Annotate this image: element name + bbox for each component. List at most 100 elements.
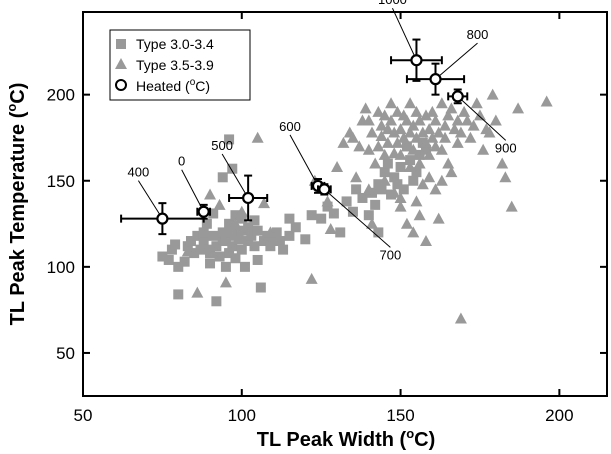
point-type-3-0-3-4 [379,167,390,178]
point-type-3-5-3-9 [337,136,350,148]
point-type-3-0-3-4 [341,196,352,207]
point-type-3-5-3-9 [416,178,429,190]
point-type-3-0-3-4 [236,213,247,224]
heated-temperature-label: 900 [495,140,517,155]
point-type-3-5-3-9 [435,174,448,186]
point-type-3-5-3-9 [404,160,417,172]
x-tick-label: 100 [228,406,256,425]
point-type-3-5-3-9 [435,97,448,109]
point-type-3-5-3-9 [191,286,204,298]
heated-temperature-label: 400 [128,165,150,180]
point-type-3-0-3-4 [382,158,393,169]
point-type-3-5-3-9 [410,131,423,143]
point-type-3-5-3-9 [423,123,436,135]
x-tick-label: 50 [74,406,93,425]
point-type-3-0-3-4 [243,222,254,233]
point-type-3-0-3-4 [335,227,346,238]
point-type-3-5-3-9 [391,105,404,117]
y-tick-label: 50 [56,344,75,363]
point-type-3-5-3-9 [404,126,417,138]
point-heated [197,205,210,218]
point-type-3-0-3-4 [214,251,225,262]
point-type-3-5-3-9 [540,95,553,107]
point-type-3-0-3-4 [227,163,238,174]
legend-box [109,29,251,101]
point-type-3-5-3-9 [435,143,448,155]
point-type-3-5-3-9 [258,197,271,209]
point-type-3-0-3-4 [192,230,203,241]
point-type-3-0-3-4 [217,227,228,238]
point-type-3-5-3-9 [439,131,452,143]
point-type-3-5-3-9 [346,131,359,143]
point-type-3-5-3-9 [264,226,277,238]
point-type-3-5-3-9 [423,171,436,183]
heated-temperature-label: 600 [279,119,301,134]
point-heated [429,73,442,86]
point-type-3-5-3-9 [467,119,480,131]
point-type-3-5-3-9 [512,102,525,114]
y-tick-label: 150 [47,172,75,191]
point-type-3-5-3-9 [400,140,413,152]
point-type-3-0-3-4 [373,179,384,190]
legend-triangle-marker [115,58,127,69]
point-type-3-5-3-9 [407,226,420,238]
y-tick-label: 200 [47,86,75,105]
point-type-3-0-3-4 [224,248,235,259]
point-type-3-0-3-4 [249,215,260,226]
point-type-3-0-3-4 [163,254,174,265]
point-type-3-0-3-4 [220,261,231,272]
point-type-3-5-3-9 [404,97,417,109]
point-type-3-5-3-9 [388,186,401,198]
point-type-3-0-3-4 [284,213,295,224]
point-type-3-5-3-9 [181,245,194,257]
point-type-3-0-3-4 [274,236,285,247]
heated-temperature-label: 0 [178,154,185,169]
point-type-3-0-3-4 [198,236,209,247]
point-type-3-0-3-4 [173,261,184,272]
x-axis-title: TL Peak Width (oC) [257,426,436,451]
axis-ticks: 50 100 150 200 50 100 150 200 [47,12,607,425]
point-type-3-5-3-9 [391,136,404,148]
point-type-3-5-3-9 [369,157,382,169]
point-type-3-5-3-9 [429,114,442,126]
heated-leader-line [435,42,478,80]
point-type-3-5-3-9 [416,126,429,138]
point-type-3-0-3-4 [185,236,196,247]
point-type-3-5-3-9 [432,126,445,138]
legend-circle-marker [115,79,127,91]
point-type-3-5-3-9 [388,126,401,138]
point-type-3-5-3-9 [410,195,423,207]
x-tick-label: 200 [545,406,573,425]
point-type-3-0-3-4 [208,208,219,219]
point-type-3-0-3-4 [166,244,177,255]
point-type-3-0-3-4 [255,282,266,293]
point-type-3-5-3-9 [413,114,426,126]
point-type-3-5-3-9 [400,114,413,126]
point-type-3-0-3-4 [205,258,216,269]
heated-temperature-label: 500 [211,138,233,153]
point-type-3-0-3-4 [389,172,400,183]
point-type-3-0-3-4 [408,175,419,186]
plot-content: 400 0 500 600 700 1000 800 900 [120,0,553,324]
point-type-3-0-3-4 [230,210,241,221]
point-heated [156,212,169,225]
point-type-3-5-3-9 [394,148,407,160]
point-type-3-0-3-4 [201,218,212,229]
point-type-3-5-3-9 [499,171,512,183]
point-type-3-0-3-4 [316,213,327,224]
point-type-3-5-3-9 [381,136,394,148]
point-type-3-5-3-9 [464,131,477,143]
point-type-3-0-3-4 [306,210,317,221]
point-type-3-5-3-9 [321,195,334,207]
point-type-3-0-3-4 [347,206,358,217]
point-type-3-5-3-9 [439,119,452,131]
point-type-3-0-3-4 [239,261,250,272]
point-type-3-5-3-9 [362,183,375,195]
legend-square-marker [116,39,126,49]
point-type-3-5-3-9 [331,160,344,172]
point-type-3-0-3-4 [268,232,279,243]
point-type-3-5-3-9 [350,171,363,183]
point-type-3-0-3-4 [265,241,276,252]
point-type-3-5-3-9 [381,123,394,135]
point-type-3-5-3-9 [419,109,432,121]
